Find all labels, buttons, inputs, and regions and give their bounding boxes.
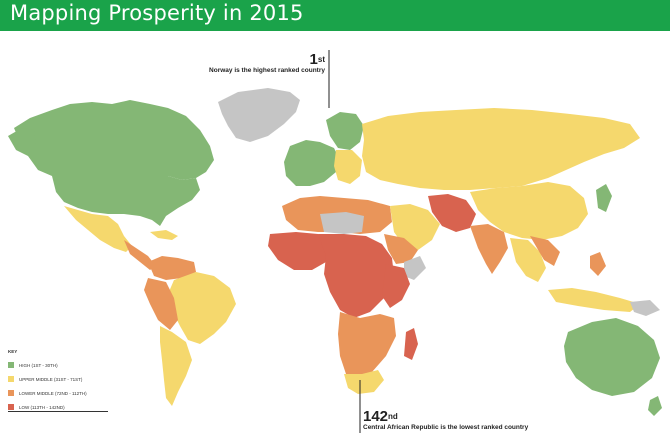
region-australia[interactable] [564,318,660,396]
region-sahara-nodata[interactable] [320,212,364,234]
legend-label-upper-middle: UPPER MIDDLE (31ST - 71ST) [19,376,83,382]
region-south-africa[interactable] [344,370,384,394]
legend-swatch-low [8,404,14,410]
region-south-west-asia[interactable] [428,194,476,232]
region-india[interactable] [470,224,508,274]
region-mexico[interactable] [64,206,132,252]
legend-label-low: LOW (113TH - 142ND) [19,404,65,410]
region-brazil[interactable] [168,272,236,344]
region-southern-africa[interactable] [338,312,396,380]
region-central-america[interactable] [124,240,156,270]
lowest-rank-text: Central African Republic is the lowest r… [363,424,529,431]
region-southeast-asia[interactable] [510,238,546,282]
region-west-africa[interactable] [268,232,330,270]
world-map[interactable]: 1st Norway is the highest ranked country… [0,31,670,433]
legend-title: KEY [8,349,18,354]
lowest-ranked-callout: 142nd Central African Republic is the lo… [363,409,528,431]
region-japan[interactable] [596,184,612,212]
region-philippines[interactable] [590,252,606,276]
region-argentina-chile[interactable] [160,326,192,406]
region-horn-of-africa[interactable] [384,234,418,264]
region-papua[interactable] [630,300,660,316]
highest-rank-number: 1st [190,52,325,67]
highest-ranked-callout: 1st Norway is the highest ranked country [190,52,325,74]
highest-rank-text: Norway is the highest ranked country [209,67,325,74]
highest-rank-suffix: st [317,55,325,64]
region-greenland[interactable] [218,88,300,142]
region-usa[interactable] [52,176,200,226]
legend-item-low: LOW (113TH - 142ND) [8,400,108,414]
region-central-africa[interactable] [318,234,394,318]
world-map-svg [8,50,662,433]
region-western-europe[interactable] [284,140,340,186]
region-madagascar[interactable] [404,328,418,360]
region-russia[interactable] [362,108,640,190]
region-caribbean[interactable] [150,230,178,240]
region-colombia-venezuela[interactable] [148,256,196,280]
region-indonesia[interactable] [548,288,640,312]
legend-item-upper-middle: UPPER MIDDLE (31ST - 71ST) [8,372,108,386]
region-eastern-europe[interactable] [334,150,362,184]
legend-swatch-upper-middle [8,376,14,382]
lowest-rank-suffix: nd [388,412,398,421]
region-somalia-nodata[interactable] [404,256,426,280]
map-legend: KEY HIGH (1ST - 30TH) UPPER MIDDLE (31ST… [8,349,108,414]
page-title: Mapping Prosperity in 2015 [10,1,304,25]
legend-label-high: HIGH (1ST - 30TH) [19,362,58,368]
lowest-rank-number: 142nd [363,409,528,424]
legend-label-lower-middle: LOWER MIDDLE (72ND - 112TH) [19,390,87,396]
legend-swatch-high [8,362,14,368]
region-indochina[interactable] [530,236,560,266]
region-east-africa[interactable] [382,264,410,308]
region-scandinavia[interactable] [326,112,364,150]
region-canada[interactable] [14,100,214,180]
legend-item-high: HIGH (1ST - 30TH) [8,358,108,372]
legend-divider [8,411,108,412]
region-peru-bolivia[interactable] [144,278,178,330]
highest-rank-value: 1 [309,51,318,68]
region-china[interactable] [470,182,588,240]
region-alaska[interactable] [8,128,36,156]
legend-swatch-lower-middle [8,390,14,396]
region-new-zealand[interactable] [648,396,662,416]
legend-item-lower-middle: LOWER MIDDLE (72ND - 112TH) [8,386,108,400]
lowest-rank-value: 142 [363,408,389,425]
page-header: Mapping Prosperity in 2015 [0,0,670,31]
